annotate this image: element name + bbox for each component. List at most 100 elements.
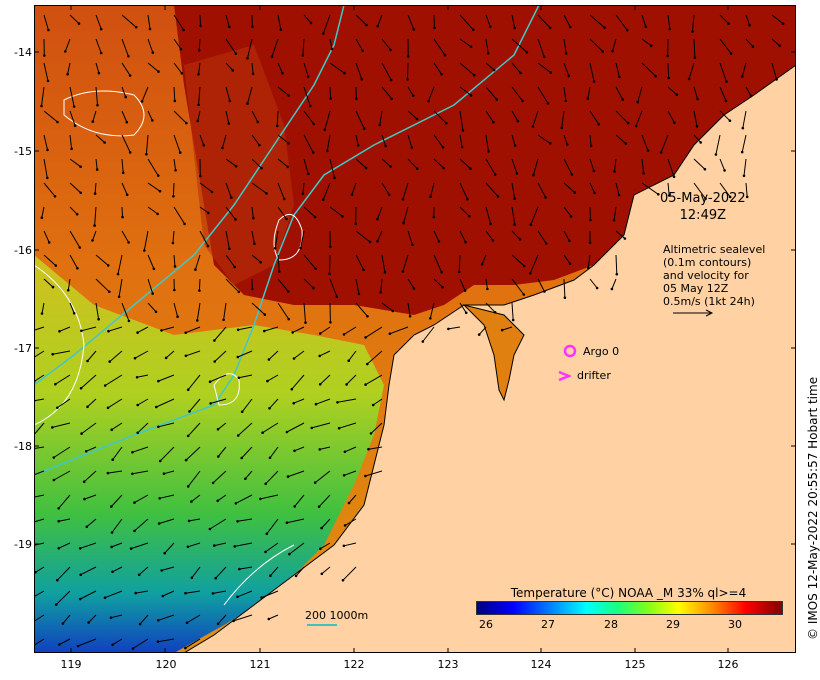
velocity-arrow: [407, 230, 413, 245]
velocity-arrow-head: [468, 215, 471, 218]
velocity-arrow: [158, 422, 175, 428]
velocity-arrow: [303, 302, 306, 323]
velocity-arrow-head: [127, 319, 131, 323]
velocity-arrow: [511, 158, 518, 174]
y-tick-label: -15: [14, 145, 32, 158]
velocity-arrow: [485, 38, 489, 54]
velocity-arrow: [137, 398, 149, 406]
velocity-arrow: [117, 254, 123, 275]
velocity-arrow: [303, 14, 312, 24]
velocity-arrow: [329, 158, 335, 179]
velocity-arrow-head: [457, 270, 461, 274]
velocity-arrow-head: [548, 26, 552, 30]
velocity-arrow: [563, 278, 566, 298]
velocity-arrow-head: [341, 215, 344, 218]
velocity-arrow-head: [318, 448, 322, 451]
velocity-arrow: [459, 230, 467, 243]
velocity-arrow-head: [312, 122, 316, 126]
velocity-arrow-head: [259, 260, 262, 264]
velocity-arrow: [235, 494, 253, 504]
velocity-arrow-head: [127, 241, 130, 244]
velocity-arrow: [741, 62, 747, 77]
velocity-arrow-head: [121, 215, 124, 219]
velocity-arrow-head: [288, 552, 291, 556]
velocity-arrow: [511, 302, 514, 321]
velocity-arrow-head: [489, 222, 492, 226]
velocity-arrow: [225, 14, 230, 28]
velocity-arrow-head: [691, 30, 694, 33]
velocity-arrow: [267, 374, 279, 382]
velocity-arrow-head: [742, 174, 746, 178]
velocity-arrow: [185, 350, 201, 357]
velocity-arrow-head: [486, 287, 489, 291]
velocity-arrow-head: [695, 125, 699, 128]
velocity-arrow-head: [275, 124, 279, 128]
time-text: 12:49Z: [679, 208, 727, 223]
velocity-arrow: [745, 86, 752, 97]
velocity-arrow: [69, 158, 81, 168]
velocity-arrow-head: [495, 98, 499, 101]
velocity-arrow: [141, 86, 149, 102]
velocity-arrow: [80, 542, 97, 549]
velocity-arrow-head: [178, 151, 182, 154]
velocity-arrow-head: [529, 223, 533, 226]
velocity-arrow-head: [342, 544, 346, 548]
velocity-arrow: [270, 566, 279, 577]
velocity-arrow: [87, 350, 97, 362]
velocity-arrow: [343, 326, 357, 335]
velocity-arrow: [173, 134, 181, 153]
velocity-arrow: [355, 302, 368, 317]
velocity-arrow: [34, 470, 45, 476]
velocity-arrow: [433, 110, 447, 124]
velocity-arrow-head: [184, 458, 188, 462]
velocity-arrow-head: [106, 264, 110, 267]
velocity-arrow-head: [79, 597, 82, 601]
velocity-arrow: [69, 110, 76, 126]
velocity-arrow: [667, 158, 675, 177]
velocity-arrow: [351, 182, 357, 195]
velocity-arrow-head: [612, 219, 616, 222]
velocity-arrow-head: [196, 319, 199, 322]
velocity-arrow: [615, 134, 627, 144]
velocity-arrow-head: [110, 545, 113, 549]
velocity-arrow: [485, 302, 496, 313]
velocity-arrow: [132, 446, 149, 453]
argo-label: Argo 0: [583, 344, 620, 358]
velocity-arrow-head: [513, 144, 517, 147]
velocity-arrow-head: [311, 151, 315, 154]
velocity-arrow-head: [136, 331, 139, 334]
velocity-arrow-head: [75, 212, 79, 216]
velocity-arrow: [355, 134, 359, 146]
velocity-arrow-head: [197, 49, 201, 52]
velocity-arrow: [94, 182, 97, 194]
velocity-arrow: [719, 158, 726, 171]
velocity-arrow-head: [343, 71, 346, 75]
velocity-arrow-head: [650, 44, 653, 48]
velocity-arrow: [563, 86, 567, 101]
velocity-arrow-head: [573, 191, 577, 194]
velocity-arrow: [300, 230, 305, 249]
velocity-arrow: [667, 86, 678, 96]
velocity-arrow-head: [345, 383, 348, 386]
velocity-arrow-head: [285, 430, 289, 434]
velocity-arrow: [41, 206, 45, 218]
velocity-arrow-head: [106, 406, 110, 410]
velocity-arrow-head: [354, 222, 358, 226]
velocity-arrow-head: [58, 330, 61, 333]
velocity-arrow-head: [136, 403, 139, 407]
velocity-arrow-head: [364, 336, 367, 339]
velocity-arrow-head: [320, 526, 323, 530]
velocity-arrow: [329, 254, 331, 274]
velocity-arrow-head: [521, 99, 524, 103]
velocity-arrow: [719, 110, 731, 122]
velocity-arrow: [318, 494, 331, 508]
velocity-arrow: [589, 110, 600, 125]
velocity-arrow: [355, 158, 367, 169]
velocity-arrow-head: [46, 79, 50, 83]
velocity-arrow-head: [76, 266, 79, 270]
velocity-arrow: [355, 38, 364, 52]
velocity-arrow: [43, 158, 48, 178]
velocity-arrow-head: [135, 376, 139, 379]
velocity-arrow-head: [383, 271, 387, 274]
velocity-arrow: [589, 278, 598, 289]
